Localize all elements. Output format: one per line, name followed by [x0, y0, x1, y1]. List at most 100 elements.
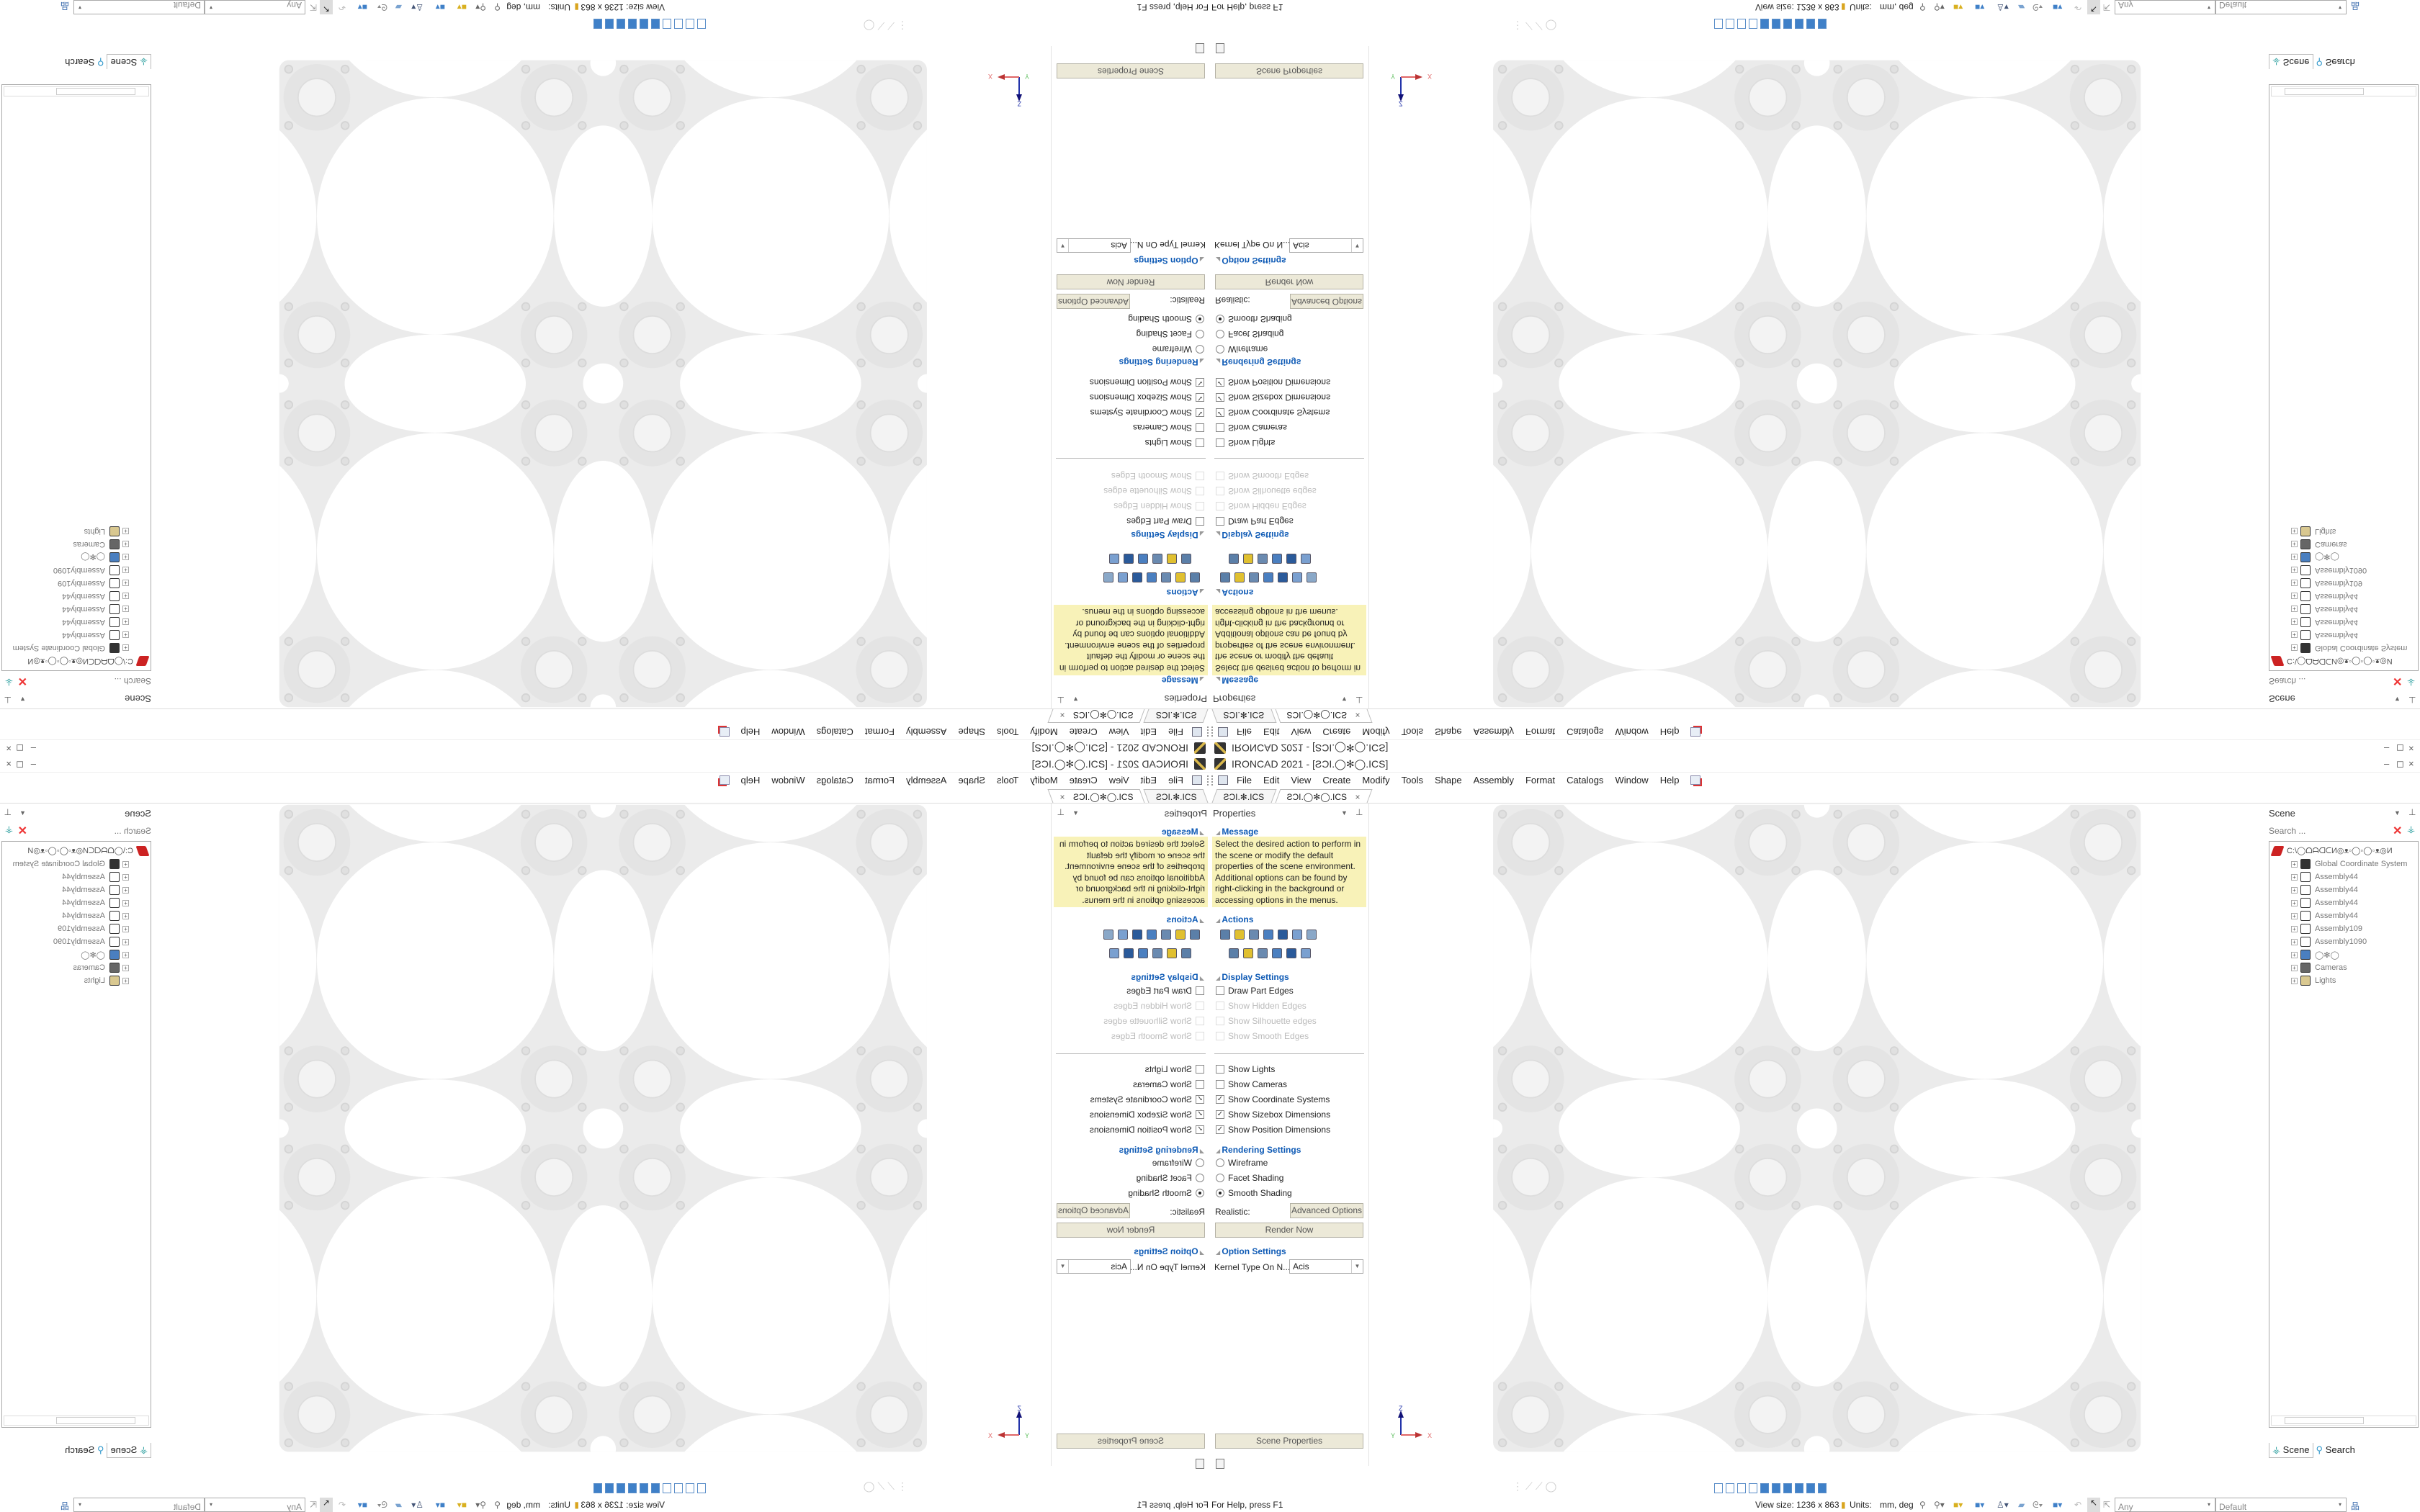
undo-view-icon[interactable]: ↶: [338, 1500, 346, 1510]
assembly-icon[interactable]: [1138, 948, 1148, 958]
advanced-options-button[interactable]: Advanced Options: [1057, 1203, 1130, 1218]
edit-icon[interactable]: [1118, 930, 1128, 940]
expand-icon[interactable]: +: [122, 554, 129, 561]
layout-grid-icon[interactable]: [1196, 43, 1204, 53]
person-icon[interactable]: ♙▾: [411, 2, 424, 12]
menu-window[interactable]: Window: [1615, 726, 1649, 737]
expand-icon[interactable]: +: [2291, 899, 2298, 906]
scene-search-input[interactable]: [2269, 675, 2384, 688]
standard-view-icon[interactable]: [1806, 1483, 1815, 1493]
checkbox-show-lights[interactable]: Show Lights: [1145, 1063, 1204, 1076]
add-window-icon[interactable]: [1690, 775, 1701, 785]
expand-icon[interactable]: +: [122, 873, 129, 881]
dropdown-icon[interactable]: ▼: [2394, 696, 2401, 703]
select-filter-icon[interactable]: ⇱: [309, 1500, 317, 1510]
tree-item[interactable]: + Assembly109: [58, 577, 129, 590]
gear-icon[interactable]: [1243, 554, 1253, 564]
list-icon[interactable]: [1220, 930, 1230, 940]
standard-view-icon[interactable]: [651, 1483, 660, 1493]
person-icon[interactable]: ♙▾: [1996, 2, 2009, 12]
checkbox-icon[interactable]: ✓: [1216, 1125, 1224, 1134]
scene-properties-button[interactable]: Scene Properties: [1215, 63, 1363, 78]
standard-view-icon[interactable]: [1772, 19, 1780, 29]
tree-item[interactable]: + Assembly1090: [2291, 935, 2367, 948]
checkbox-icon[interactable]: [1196, 438, 1204, 447]
camera-icon[interactable]: [1249, 572, 1259, 582]
expand-icon[interactable]: +: [122, 541, 129, 548]
tree-item[interactable]: + Cameras: [2291, 538, 2347, 551]
style-select[interactable]: Default ▾: [73, 0, 205, 14]
standard-view-icon[interactable]: [1818, 1483, 1827, 1493]
document-icon[interactable]: [1218, 727, 1228, 737]
expand-icon[interactable]: +: [2291, 618, 2298, 626]
shape-icon[interactable]: [1147, 930, 1157, 940]
zoom-icon[interactable]: ⚲: [494, 2, 501, 12]
layout-grid-icon[interactable]: [1216, 1459, 1224, 1469]
circle-tool-icon[interactable]: ◯: [863, 1480, 875, 1492]
minimize-button[interactable]: –: [2384, 758, 2390, 769]
checkbox-icon[interactable]: ✓: [1196, 408, 1204, 417]
toolbar-grip[interactable]: [1211, 726, 1214, 737]
pin-icon[interactable]: ⊥: [4, 807, 12, 817]
expand-icon[interactable]: +: [2291, 951, 2298, 958]
menu-catalogs[interactable]: Catalogs: [1567, 775, 1604, 786]
expand-icon[interactable]: +: [122, 912, 129, 919]
tree-root[interactable]: C:\◯ᗝᗩᗡᑕИ◎ᴥ◦◯◦◯◦ᴥ◎И: [27, 654, 150, 667]
plane-icon[interactable]: ▰: [395, 2, 402, 12]
checkbox-show-position-dimensions[interactable]: ✓ Show Position Dimensions: [1090, 1123, 1204, 1136]
menu-window[interactable]: Window: [1615, 775, 1649, 786]
checkbox-icon[interactable]: [1216, 1017, 1224, 1025]
checkbox-icon[interactable]: [1196, 423, 1204, 432]
clear-search-icon[interactable]: ✕: [2393, 675, 2403, 687]
cube-view-icon[interactable]: ■▾: [1975, 2, 1985, 12]
checkbox-icon[interactable]: [1216, 1080, 1224, 1089]
standard-view-icon[interactable]: [1760, 1483, 1769, 1493]
expand-icon[interactable]: +: [2291, 541, 2298, 548]
kernel-type-select[interactable]: Acis ▼: [1289, 1259, 1363, 1274]
expand-icon[interactable]: +: [122, 964, 129, 971]
line-tool-icon[interactable]: ⟋: [1535, 20, 1543, 32]
gear-icon[interactable]: [1167, 554, 1177, 564]
radio-icon[interactable]: [1196, 345, 1204, 354]
standard-view-icon[interactable]: [1772, 1483, 1780, 1493]
checkbox-icon[interactable]: [1216, 1065, 1224, 1074]
checkbox-icon[interactable]: [1216, 472, 1224, 480]
search-tab[interactable]: ⚲ Search: [62, 54, 107, 69]
minimize-button[interactable]: –: [30, 758, 36, 769]
menu-help[interactable]: Help: [740, 726, 761, 737]
hierarchy-icon[interactable]: 品: [2351, 1, 2360, 11]
checkbox-show-silhouette-edges[interactable]: Show Silhouette edges: [1103, 1014, 1204, 1027]
menu-tools[interactable]: Tools: [997, 726, 1019, 737]
close-window-button[interactable]: ×: [2408, 743, 2414, 754]
document-icon[interactable]: [1192, 727, 1202, 737]
tree-item[interactable]: + ◯✻◯: [2291, 551, 2339, 564]
dropdown-icon[interactable]: ▼: [19, 809, 26, 816]
tree-item[interactable]: + Assembly44: [2291, 629, 2358, 642]
box-icon[interactable]: [1181, 948, 1191, 958]
checkbox-show-smooth-edges[interactable]: Show Smooth Edges: [1111, 1030, 1204, 1043]
line-tool-icon[interactable]: ⟋: [887, 20, 895, 32]
standard-view-icon[interactable]: [640, 19, 648, 29]
tree-item[interactable]: + Assembly44: [2291, 603, 2358, 616]
tree-item[interactable]: + Lights: [2291, 974, 2336, 987]
menu-shape[interactable]: Shape: [958, 775, 985, 786]
list-icon[interactable]: [1220, 572, 1230, 582]
menu-catalogs[interactable]: Catalogs: [816, 726, 853, 737]
toolbar-grip[interactable]: ⋮: [897, 20, 908, 32]
tree-item[interactable]: + Assembly44: [2291, 896, 2358, 909]
scene-tree-icon[interactable]: ⚶: [2407, 824, 2416, 834]
standard-view-icon[interactable]: [593, 1483, 602, 1493]
expand-icon[interactable]: +: [2291, 580, 2298, 587]
menu-help[interactable]: Help: [740, 775, 761, 786]
layout-grid-icon[interactable]: [1196, 1459, 1204, 1469]
tree-root[interactable]: C:\◯ᗝᗩᗡᑕИ◎ᴥ◦◯◦◯◦ᴥ◎И: [2270, 654, 2393, 667]
checkbox-show-coordinate-systems[interactable]: ✓ Show Coordinate Systems: [1090, 1093, 1204, 1106]
undo-view-icon[interactable]: ↶: [2074, 2, 2082, 12]
standard-view-icon[interactable]: [697, 19, 706, 29]
edit-icon[interactable]: [1292, 930, 1302, 940]
shaded-icon[interactable]: ■▾: [357, 2, 367, 12]
expand-icon[interactable]: +: [122, 606, 129, 613]
radio-icon[interactable]: [1196, 315, 1204, 323]
pin-icon[interactable]: ⊥: [1057, 695, 1065, 705]
menu-modify[interactable]: Modify: [1030, 726, 1058, 737]
